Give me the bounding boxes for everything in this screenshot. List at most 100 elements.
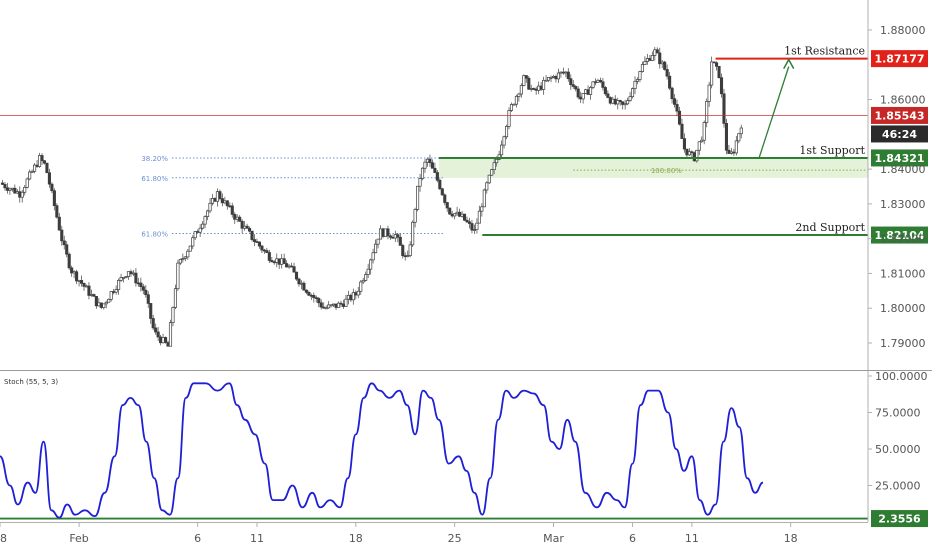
candle-body — [663, 61, 667, 70]
candle-body — [626, 100, 630, 105]
candle-body — [428, 158, 432, 164]
stochastic-pane: Stoch (55, 5, 3) 25.0000 50.0000 75.0000 100… — [0, 370, 928, 528]
candle-body — [196, 231, 200, 233]
candle-body — [448, 207, 452, 215]
candle-body — [396, 234, 400, 238]
candle-body — [732, 151, 736, 154]
candle-body — [161, 337, 165, 344]
candle-body — [551, 76, 556, 78]
candle-body — [208, 202, 212, 212]
candle-body — [215, 191, 219, 202]
stoch-tick-label: 75.0000 — [875, 407, 921, 420]
price-tick-label: 1.81000 — [880, 267, 926, 280]
candle-body — [697, 141, 701, 151]
support1-label: 1st Support — [799, 144, 865, 157]
candle-body — [433, 167, 437, 173]
candle-body — [248, 227, 252, 232]
candle-body — [188, 245, 192, 252]
candle-body — [134, 272, 138, 284]
candle-body — [285, 263, 289, 268]
candle-body — [485, 182, 489, 191]
candle-body — [658, 52, 662, 65]
candle-body — [675, 104, 679, 112]
candle-body — [159, 336, 163, 344]
fib-level-label: 38.20% — [141, 155, 168, 163]
candle-body — [638, 71, 642, 80]
candle-body — [618, 100, 622, 103]
candle-body — [45, 162, 49, 174]
candle-body — [477, 210, 481, 224]
fib-level-label: 61.80% — [141, 230, 168, 238]
candle-body — [329, 304, 333, 307]
candle-body — [643, 61, 647, 65]
candle-body — [8, 188, 12, 191]
candle-body — [176, 262, 180, 290]
candle-body — [480, 206, 484, 212]
candle-body — [500, 144, 504, 156]
candle-body — [734, 140, 738, 154]
candle-body — [55, 205, 59, 218]
candle-body — [539, 85, 543, 90]
candle-body — [243, 225, 247, 229]
candle-body — [462, 213, 467, 221]
candle-body — [420, 167, 425, 179]
candle-body — [564, 71, 568, 74]
candle-body — [601, 81, 605, 88]
candle-body — [509, 104, 514, 111]
candle-body — [492, 162, 496, 171]
candle-body — [411, 221, 415, 246]
candle-body — [168, 322, 173, 347]
price-tick-label: 1.84000 — [880, 163, 926, 176]
candle-body — [391, 236, 395, 239]
target-arrow-head — [783, 58, 795, 69]
candle-body — [458, 211, 462, 217]
candle-body — [324, 307, 328, 310]
time-tick-label: Mar — [543, 532, 564, 545]
candle-body — [581, 92, 585, 100]
price-tick-label: 1.86000 — [880, 94, 926, 107]
price-tick-label: 1.83000 — [880, 198, 926, 211]
candle-body — [240, 220, 244, 229]
candle-body — [112, 291, 116, 293]
candle-body — [220, 198, 224, 204]
candle-body — [606, 93, 610, 98]
candle-body — [314, 297, 318, 299]
candle-body — [645, 58, 649, 62]
candle-body — [383, 228, 388, 237]
candle-body — [341, 303, 346, 307]
candle-body — [635, 79, 640, 82]
candle-body — [332, 303, 336, 306]
candle-body — [524, 75, 528, 79]
stoch-level-tag — [871, 510, 928, 528]
price-tick-label: 1.80000 — [880, 302, 926, 315]
candle-body — [309, 294, 313, 297]
candle-body — [297, 278, 301, 285]
candle-body — [668, 75, 672, 89]
candle-body — [579, 96, 583, 100]
fib-level-label: 61.80% — [141, 175, 168, 183]
candle-body — [203, 216, 207, 225]
candle-body — [527, 77, 531, 90]
candle-body — [87, 285, 91, 296]
candle-body — [131, 272, 135, 275]
candlestick-series — [0, 47, 743, 347]
candle-body — [650, 55, 654, 61]
candle-body — [121, 277, 126, 279]
candle-body — [99, 302, 103, 308]
candle-body — [576, 88, 580, 98]
candle-body — [398, 236, 402, 246]
candle-body — [156, 331, 160, 338]
candle-body — [504, 125, 509, 138]
support1-price-tag — [871, 149, 928, 167]
time-tick-label: 18 — [784, 532, 798, 545]
candle-body — [238, 216, 242, 222]
support1-price-tag-text: 1.84321 — [874, 152, 924, 165]
stoch-tick-label: 50.0000 — [875, 443, 921, 456]
candle-body — [117, 280, 121, 290]
resistance-label: 1st Resistance — [784, 45, 865, 58]
candle-body — [556, 72, 560, 80]
candle-body — [82, 283, 86, 287]
candle-body — [223, 200, 227, 204]
candle-body — [65, 244, 69, 255]
candle-body — [60, 229, 64, 242]
